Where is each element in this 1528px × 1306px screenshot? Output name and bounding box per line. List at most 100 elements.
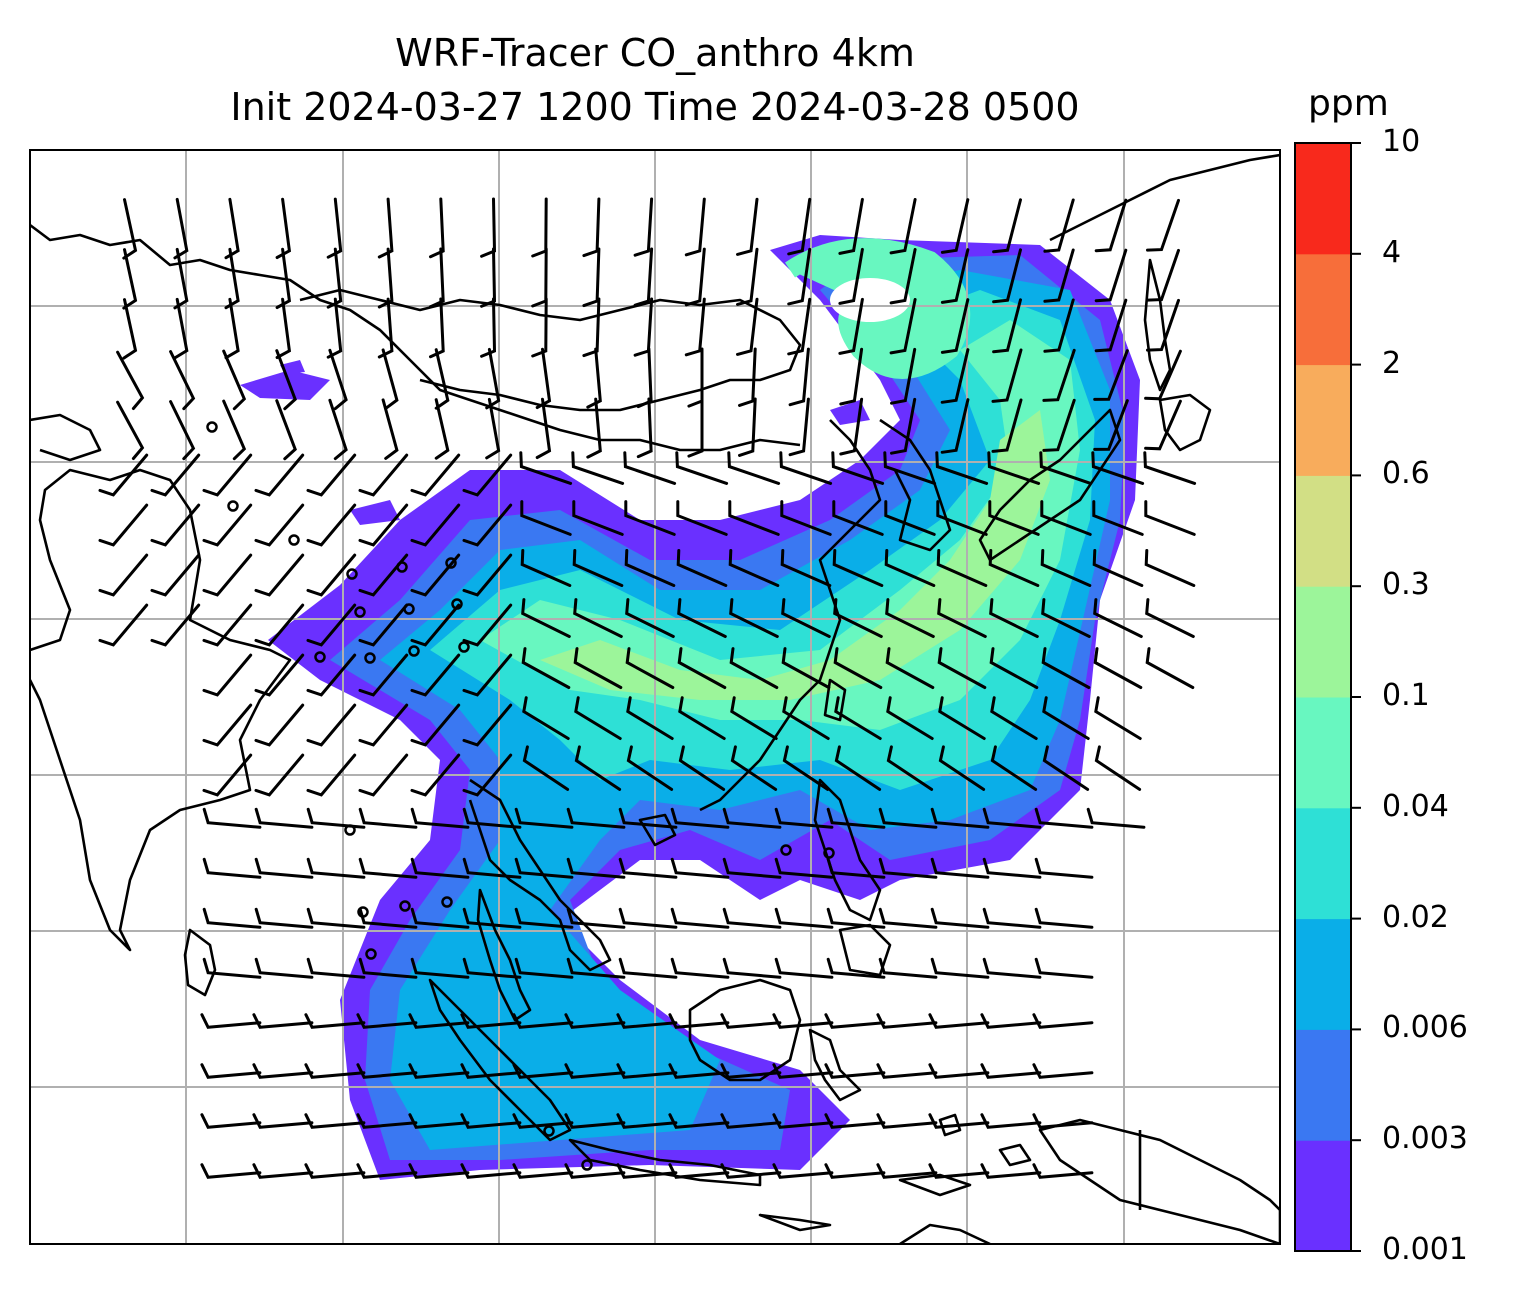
wind-barb [173, 297, 189, 360]
wind-barb [992, 248, 1022, 304]
wind-barb [832, 500, 884, 536]
coast-small-isles-2 [998, 1143, 1032, 1167]
wind-barb [736, 197, 759, 256]
wind-barb [572, 500, 624, 536]
wind-barb [531, 197, 548, 258]
wind-barb [990, 745, 1038, 791]
wind-barb [1146, 198, 1180, 252]
wind-barb [626, 745, 674, 791]
wind-barb [787, 247, 812, 306]
wind-barb [410, 957, 470, 979]
coast-srilanka [183, 928, 217, 997]
wind-barb [636, 397, 653, 459]
wind-barb [616, 1163, 678, 1179]
wind-barb [356, 1013, 418, 1029]
wind-barb [356, 1063, 418, 1079]
wind-barb [1043, 198, 1075, 253]
wind-barb [781, 647, 831, 689]
wind-barb [306, 807, 366, 829]
wind-barb [1040, 549, 1092, 587]
wind-barb [1032, 1063, 1094, 1079]
wind-barb [824, 1163, 886, 1179]
wind-barb [989, 598, 1039, 638]
wind-barb [381, 348, 399, 410]
wind-barb [377, 297, 394, 359]
wind-barb [356, 1113, 418, 1129]
wind-barb [254, 857, 314, 879]
wind-barb [462, 807, 522, 829]
field-hole-swirl [830, 278, 910, 322]
wind-barb [1144, 399, 1182, 451]
wind-barb [252, 1013, 314, 1029]
map-frame [29, 149, 1281, 1245]
wind-barb [1093, 598, 1143, 638]
wind-barb [512, 1063, 574, 1079]
wind-barb [410, 653, 461, 697]
wind-barb [616, 1113, 678, 1129]
field-fragment-2 [280, 360, 305, 374]
wind-barb [787, 297, 812, 356]
wind-barb [573, 647, 623, 689]
wind-barb [586, 397, 602, 459]
wind-barb [358, 907, 418, 929]
wind-barb [980, 1013, 1042, 1029]
wind-barb [1032, 1163, 1094, 1179]
wind-barb [670, 807, 730, 829]
calm-wind-circle [458, 641, 470, 653]
wind-barb [928, 1013, 990, 1029]
wind-barb [618, 807, 678, 829]
wind-barb [306, 653, 357, 697]
wind-barb [677, 598, 727, 638]
wind-barb [150, 603, 201, 647]
coast-korea [879, 418, 952, 552]
wind-barb [624, 549, 676, 587]
wind-barb [738, 397, 757, 457]
wind-barb [381, 398, 399, 460]
wind-barb [410, 603, 461, 647]
wind-barb [678, 745, 726, 791]
wind-barb [772, 1113, 834, 1129]
wind-barb [824, 1113, 886, 1129]
wind-barb [275, 349, 297, 411]
calm-wind-circle [445, 557, 457, 569]
wind-barb [618, 957, 678, 979]
colorbar-segment [1295, 1029, 1351, 1141]
coast-mongolia [299, 288, 802, 412]
wind-barb [782, 745, 830, 791]
wind-barb [1032, 1113, 1094, 1129]
wind-barb [1042, 348, 1076, 402]
wind-barb [358, 753, 409, 797]
wind-barb [730, 745, 778, 791]
wind-barb [886, 696, 934, 740]
wind-barb [990, 696, 1038, 740]
wind-barb [358, 957, 418, 979]
wind-barb [883, 451, 937, 485]
coast-newguinea [1038, 1118, 1280, 1244]
wind-barb [408, 1063, 470, 1079]
wind-barb [722, 807, 782, 829]
colorbar-tick-label: 2 [1382, 345, 1402, 381]
coast-hokkaido [1158, 393, 1212, 452]
colorbar-segment [1295, 1140, 1351, 1252]
calm-wind-circle [823, 847, 835, 859]
wind-barb [512, 1113, 574, 1129]
wind-barb [564, 1063, 626, 1079]
wind-barb [306, 603, 357, 647]
wind-barb [574, 696, 622, 740]
wind-barb [252, 1113, 314, 1129]
wind-barb [677, 647, 727, 689]
colorbar-segment [1295, 253, 1351, 366]
wind-barb [720, 1063, 782, 1079]
wind-barb [358, 807, 418, 829]
wind-barb [676, 500, 728, 536]
wind-barb [980, 1063, 1042, 1079]
wind-barb [738, 347, 757, 407]
wind-barb [410, 907, 470, 929]
wind-barb [328, 398, 348, 461]
coast-philippines [813, 778, 882, 922]
coast-sakhalin [1143, 258, 1172, 392]
calm-wind-circle [543, 1125, 555, 1137]
wind-barb [720, 1013, 782, 1029]
chart-title-line-2: Init 2024-03-27 1200 Time 2024-03-28 050… [230, 85, 1080, 129]
wind-barb [938, 696, 986, 740]
